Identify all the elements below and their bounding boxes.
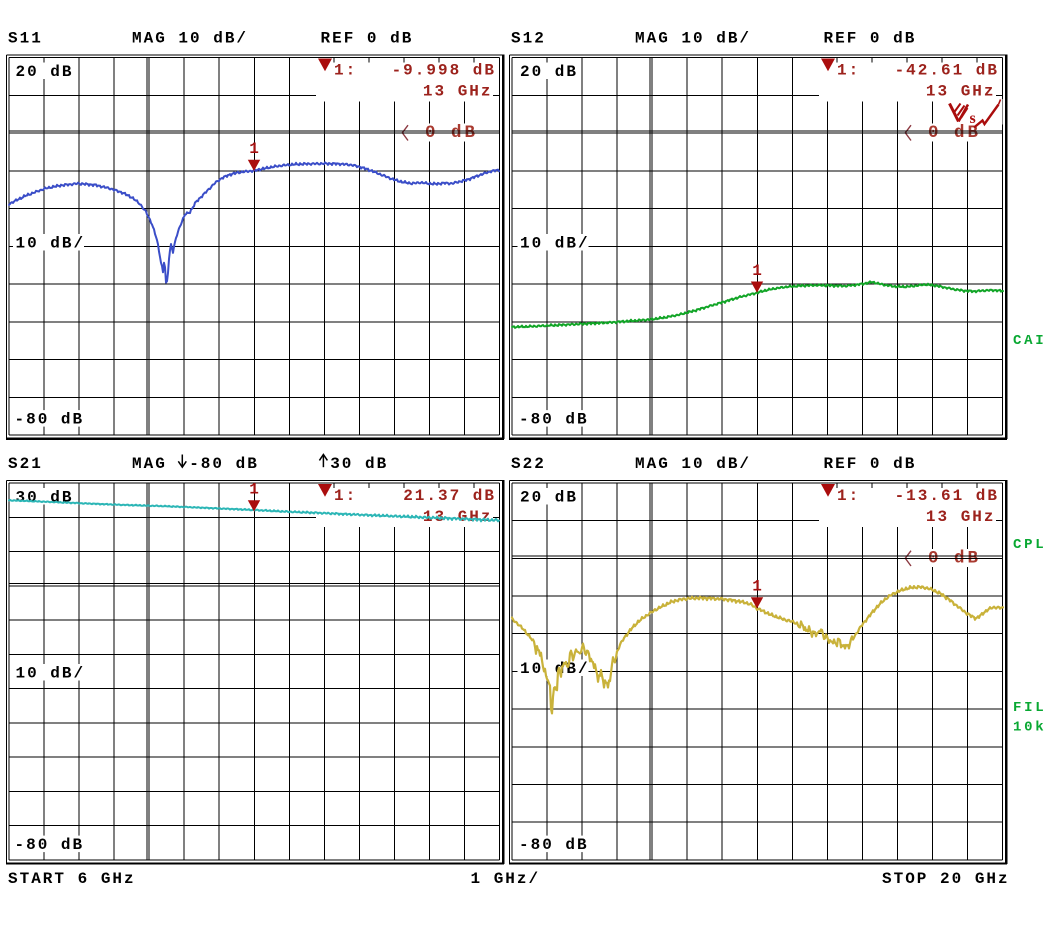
svg-text:10 dB/: 10 dB/ <box>16 235 86 253</box>
svg-text:-80 dB: -80 dB <box>189 455 259 473</box>
svg-text:20 dB: 20 dB <box>520 63 578 81</box>
svg-text:MAG 10 dB/: MAG 10 dB/ <box>132 30 248 48</box>
svg-text:-13.61 dB: -13.61 dB <box>895 487 999 505</box>
svg-text:1: 1 <box>249 481 259 499</box>
svg-text:10 dB/: 10 dB/ <box>520 235 590 253</box>
svg-text:FIL: FIL <box>1013 700 1046 716</box>
svg-text:-80 dB: -80 dB <box>15 411 85 429</box>
svg-text:-80 dB: -80 dB <box>15 836 85 854</box>
svg-text:S21: S21 <box>8 455 43 473</box>
svg-text:1:: 1: <box>334 62 357 80</box>
svg-text:20 dB: 20 dB <box>520 489 578 507</box>
svg-text:10 dB/: 10 dB/ <box>520 660 590 678</box>
svg-text:MAG 10 dB/: MAG 10 dB/ <box>635 30 751 48</box>
svg-text:30 dB: 30 dB <box>330 455 388 473</box>
svg-text:1:: 1: <box>334 487 357 505</box>
svg-text:s: s <box>970 110 976 127</box>
svg-text:-9.998 dB: -9.998 dB <box>392 62 496 80</box>
svg-text:10 dB/: 10 dB/ <box>16 665 86 683</box>
svg-text:MAG: MAG <box>132 455 167 473</box>
svg-text:REF 0 dB: REF 0 dB <box>321 30 414 48</box>
svg-text:S11: S11 <box>8 30 43 48</box>
svg-text:1: 1 <box>752 578 762 596</box>
svg-text:20 dB: 20 dB <box>16 63 74 81</box>
svg-text:CPL: CPL <box>1013 537 1046 553</box>
svg-text:1: 1 <box>249 140 259 158</box>
svg-text:MAG 10 dB/: MAG 10 dB/ <box>635 455 751 473</box>
svg-text:13 GHz: 13 GHz <box>423 508 493 526</box>
svg-text:-80 dB: -80 dB <box>519 411 589 429</box>
svg-text:1:: 1: <box>837 487 860 505</box>
svg-text:START 6 GHz: START 6 GHz <box>8 870 136 888</box>
svg-text:10k: 10k <box>1013 720 1046 736</box>
svg-text:CAI: CAI <box>1013 333 1046 349</box>
svg-text:21.37 dB: 21.37 dB <box>403 487 496 505</box>
svg-text:S12: S12 <box>511 30 546 48</box>
svg-text:1:: 1: <box>837 62 860 80</box>
svg-text:-42.61 dB: -42.61 dB <box>895 62 999 80</box>
svg-text:STOP 20 GHz: STOP 20 GHz <box>882 870 1010 888</box>
svg-text:REF 0 dB: REF 0 dB <box>824 455 917 473</box>
svg-text:REF 0 dB: REF 0 dB <box>824 30 917 48</box>
svg-text:13 GHz: 13 GHz <box>926 83 996 101</box>
svg-text:13 GHz: 13 GHz <box>926 508 996 526</box>
svg-text:1 GHz/: 1 GHz/ <box>471 870 541 888</box>
svg-text:-80 dB: -80 dB <box>519 836 589 854</box>
svg-text:30 dB: 30 dB <box>16 489 74 507</box>
svg-text:S22: S22 <box>511 455 546 473</box>
svg-text:1: 1 <box>752 262 762 280</box>
svg-text:13 GHz: 13 GHz <box>423 83 493 101</box>
